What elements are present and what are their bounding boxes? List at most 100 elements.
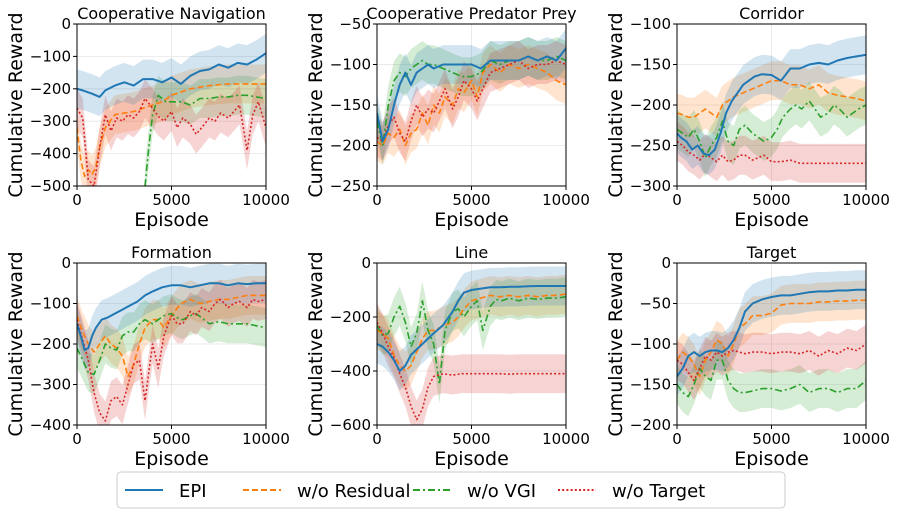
band-tgt xyxy=(77,280,266,425)
legend-entry-res: w/o Residual xyxy=(243,481,411,502)
y-tick-label: 0 xyxy=(361,254,371,272)
panel-cooperative-predator-prey: 0 5000 10000 −50 −100 −150 −200 −250 Cooperative… xyxy=(305,4,590,231)
x-tick-label: 10000 xyxy=(842,191,890,209)
y-axis-label: Cumulative Reward xyxy=(5,251,27,436)
panel-title: Cooperative Predator Prey xyxy=(366,4,576,23)
band-tgt xyxy=(677,122,866,183)
y-tick-label: −200 xyxy=(30,335,71,353)
line-tgt xyxy=(677,140,866,165)
legend: EPI w/o Residual w/o VGI w/o Target xyxy=(116,471,786,509)
legend-entry-vgi: w/o VGI xyxy=(413,481,536,502)
y-tick-label: −100 xyxy=(30,295,71,313)
y-tick-label: −250 xyxy=(630,137,671,155)
series-layer xyxy=(377,266,566,425)
series-layer xyxy=(677,270,866,417)
y-tick-label: −150 xyxy=(330,96,371,114)
x-axis-label: Episode xyxy=(734,209,809,231)
x-tick-label: 5000 xyxy=(752,430,790,448)
y-axis-label: Cumulative Reward xyxy=(605,12,627,197)
x-tick-label: 10000 xyxy=(542,430,590,448)
band-vgi xyxy=(677,340,866,417)
x-tick-label: 5000 xyxy=(752,191,790,209)
y-tick-label: −200 xyxy=(630,96,671,114)
panel-cooperative-navigation: 0 5000 10000 0 −100 −200 −300 −400 −500 Cooperati… xyxy=(5,4,290,231)
x-tick-label: 5000 xyxy=(152,191,190,209)
y-tick-label: −200 xyxy=(330,308,371,326)
band-tgt xyxy=(377,41,566,161)
x-axis-label: Episode xyxy=(134,209,209,231)
line-tgt xyxy=(77,298,266,422)
line-vgi xyxy=(144,94,266,186)
x-axis-label: Episode xyxy=(734,448,809,470)
series-layer xyxy=(677,35,866,183)
y-tick-label: −300 xyxy=(630,177,671,195)
band-res xyxy=(377,274,566,391)
x-tick-label: 0 xyxy=(372,191,382,209)
line-vgi xyxy=(677,359,866,398)
band-res xyxy=(77,64,266,186)
x-tick-label: 5000 xyxy=(152,430,190,448)
y-tick-label: −100 xyxy=(630,335,671,353)
y-tick-label: −250 xyxy=(330,177,371,195)
line-epi xyxy=(77,52,266,98)
band-res xyxy=(77,276,266,396)
panel-corridor: 0 5000 10000 −100 −150 −200 −250 −300 Corridor Ep… xyxy=(605,4,890,231)
y-tick-label: −150 xyxy=(630,56,671,74)
line-tgt xyxy=(77,97,266,186)
panel-formation: 0 5000 10000 0 −100 −200 −300 −400 Formation Epis… xyxy=(5,243,290,470)
y-tick-label: −150 xyxy=(630,376,671,394)
x-tick-label: 10000 xyxy=(842,430,890,448)
line-epi xyxy=(677,288,866,377)
legend-frame xyxy=(116,471,786,509)
line-res xyxy=(677,299,866,378)
y-tick-label: 0 xyxy=(61,15,71,33)
band-vgi xyxy=(677,81,866,178)
y-tick-label: −300 xyxy=(30,376,71,394)
x-tick-label: 0 xyxy=(72,191,82,209)
series-layer xyxy=(77,263,266,425)
y-tick-label: −600 xyxy=(330,416,371,434)
x-tick-label: 10000 xyxy=(242,191,290,209)
line-vgi xyxy=(77,312,266,376)
y-tick-label: −200 xyxy=(330,137,371,155)
legend-entry-tgt: w/o Target xyxy=(558,481,705,502)
band-epi xyxy=(677,35,866,175)
line-epi xyxy=(677,53,866,157)
x-tick-label: 0 xyxy=(72,430,82,448)
band-epi xyxy=(377,28,566,161)
line-tgt xyxy=(677,343,866,382)
y-tick-label: −500 xyxy=(30,177,71,195)
y-axis-label: Cumulative Reward xyxy=(305,12,327,197)
y-axis-label: Cumulative Reward xyxy=(5,12,27,197)
x-tick-label: 0 xyxy=(672,191,682,209)
line-epi xyxy=(377,47,566,143)
band-vgi xyxy=(145,75,266,186)
x-tick-label: 0 xyxy=(672,430,682,448)
y-tick-label: −50 xyxy=(639,295,671,313)
legend-label-vgi: w/o VGI xyxy=(467,481,536,502)
panel-title: Cooperative Navigation xyxy=(77,4,266,23)
x-axis-label: Episode xyxy=(434,448,509,470)
y-tick-label: −200 xyxy=(30,80,71,98)
panel-title: Corridor xyxy=(739,4,804,23)
panel-target: 0 5000 10000 0 −50 −100 −150 −200 Target Episode C… xyxy=(605,243,890,470)
band-res xyxy=(377,45,566,165)
band-tgt xyxy=(377,303,566,425)
y-tick-label: −50 xyxy=(339,15,371,33)
y-tick-label: 0 xyxy=(661,254,671,272)
line-epi xyxy=(77,282,266,352)
line-tgt xyxy=(377,322,566,421)
panel-line: 0 5000 10000 0 −200 −400 −600 Line Episode Cumula… xyxy=(305,243,590,470)
y-tick-label: −100 xyxy=(330,56,371,74)
line-res xyxy=(377,293,566,372)
y-tick-label: 0 xyxy=(61,254,71,272)
x-tick-label: 10000 xyxy=(242,430,290,448)
legend-entries: EPI w/o Residual w/o VGI w/o Target xyxy=(125,481,705,502)
legend-entry-epi: EPI xyxy=(125,481,207,502)
band-tgt xyxy=(77,79,266,186)
legend-label-res: w/o Residual xyxy=(297,481,411,502)
line-res xyxy=(77,83,266,178)
line-res xyxy=(677,79,866,118)
x-axis-label: Episode xyxy=(434,209,509,231)
y-axis-label: Cumulative Reward xyxy=(305,251,327,436)
